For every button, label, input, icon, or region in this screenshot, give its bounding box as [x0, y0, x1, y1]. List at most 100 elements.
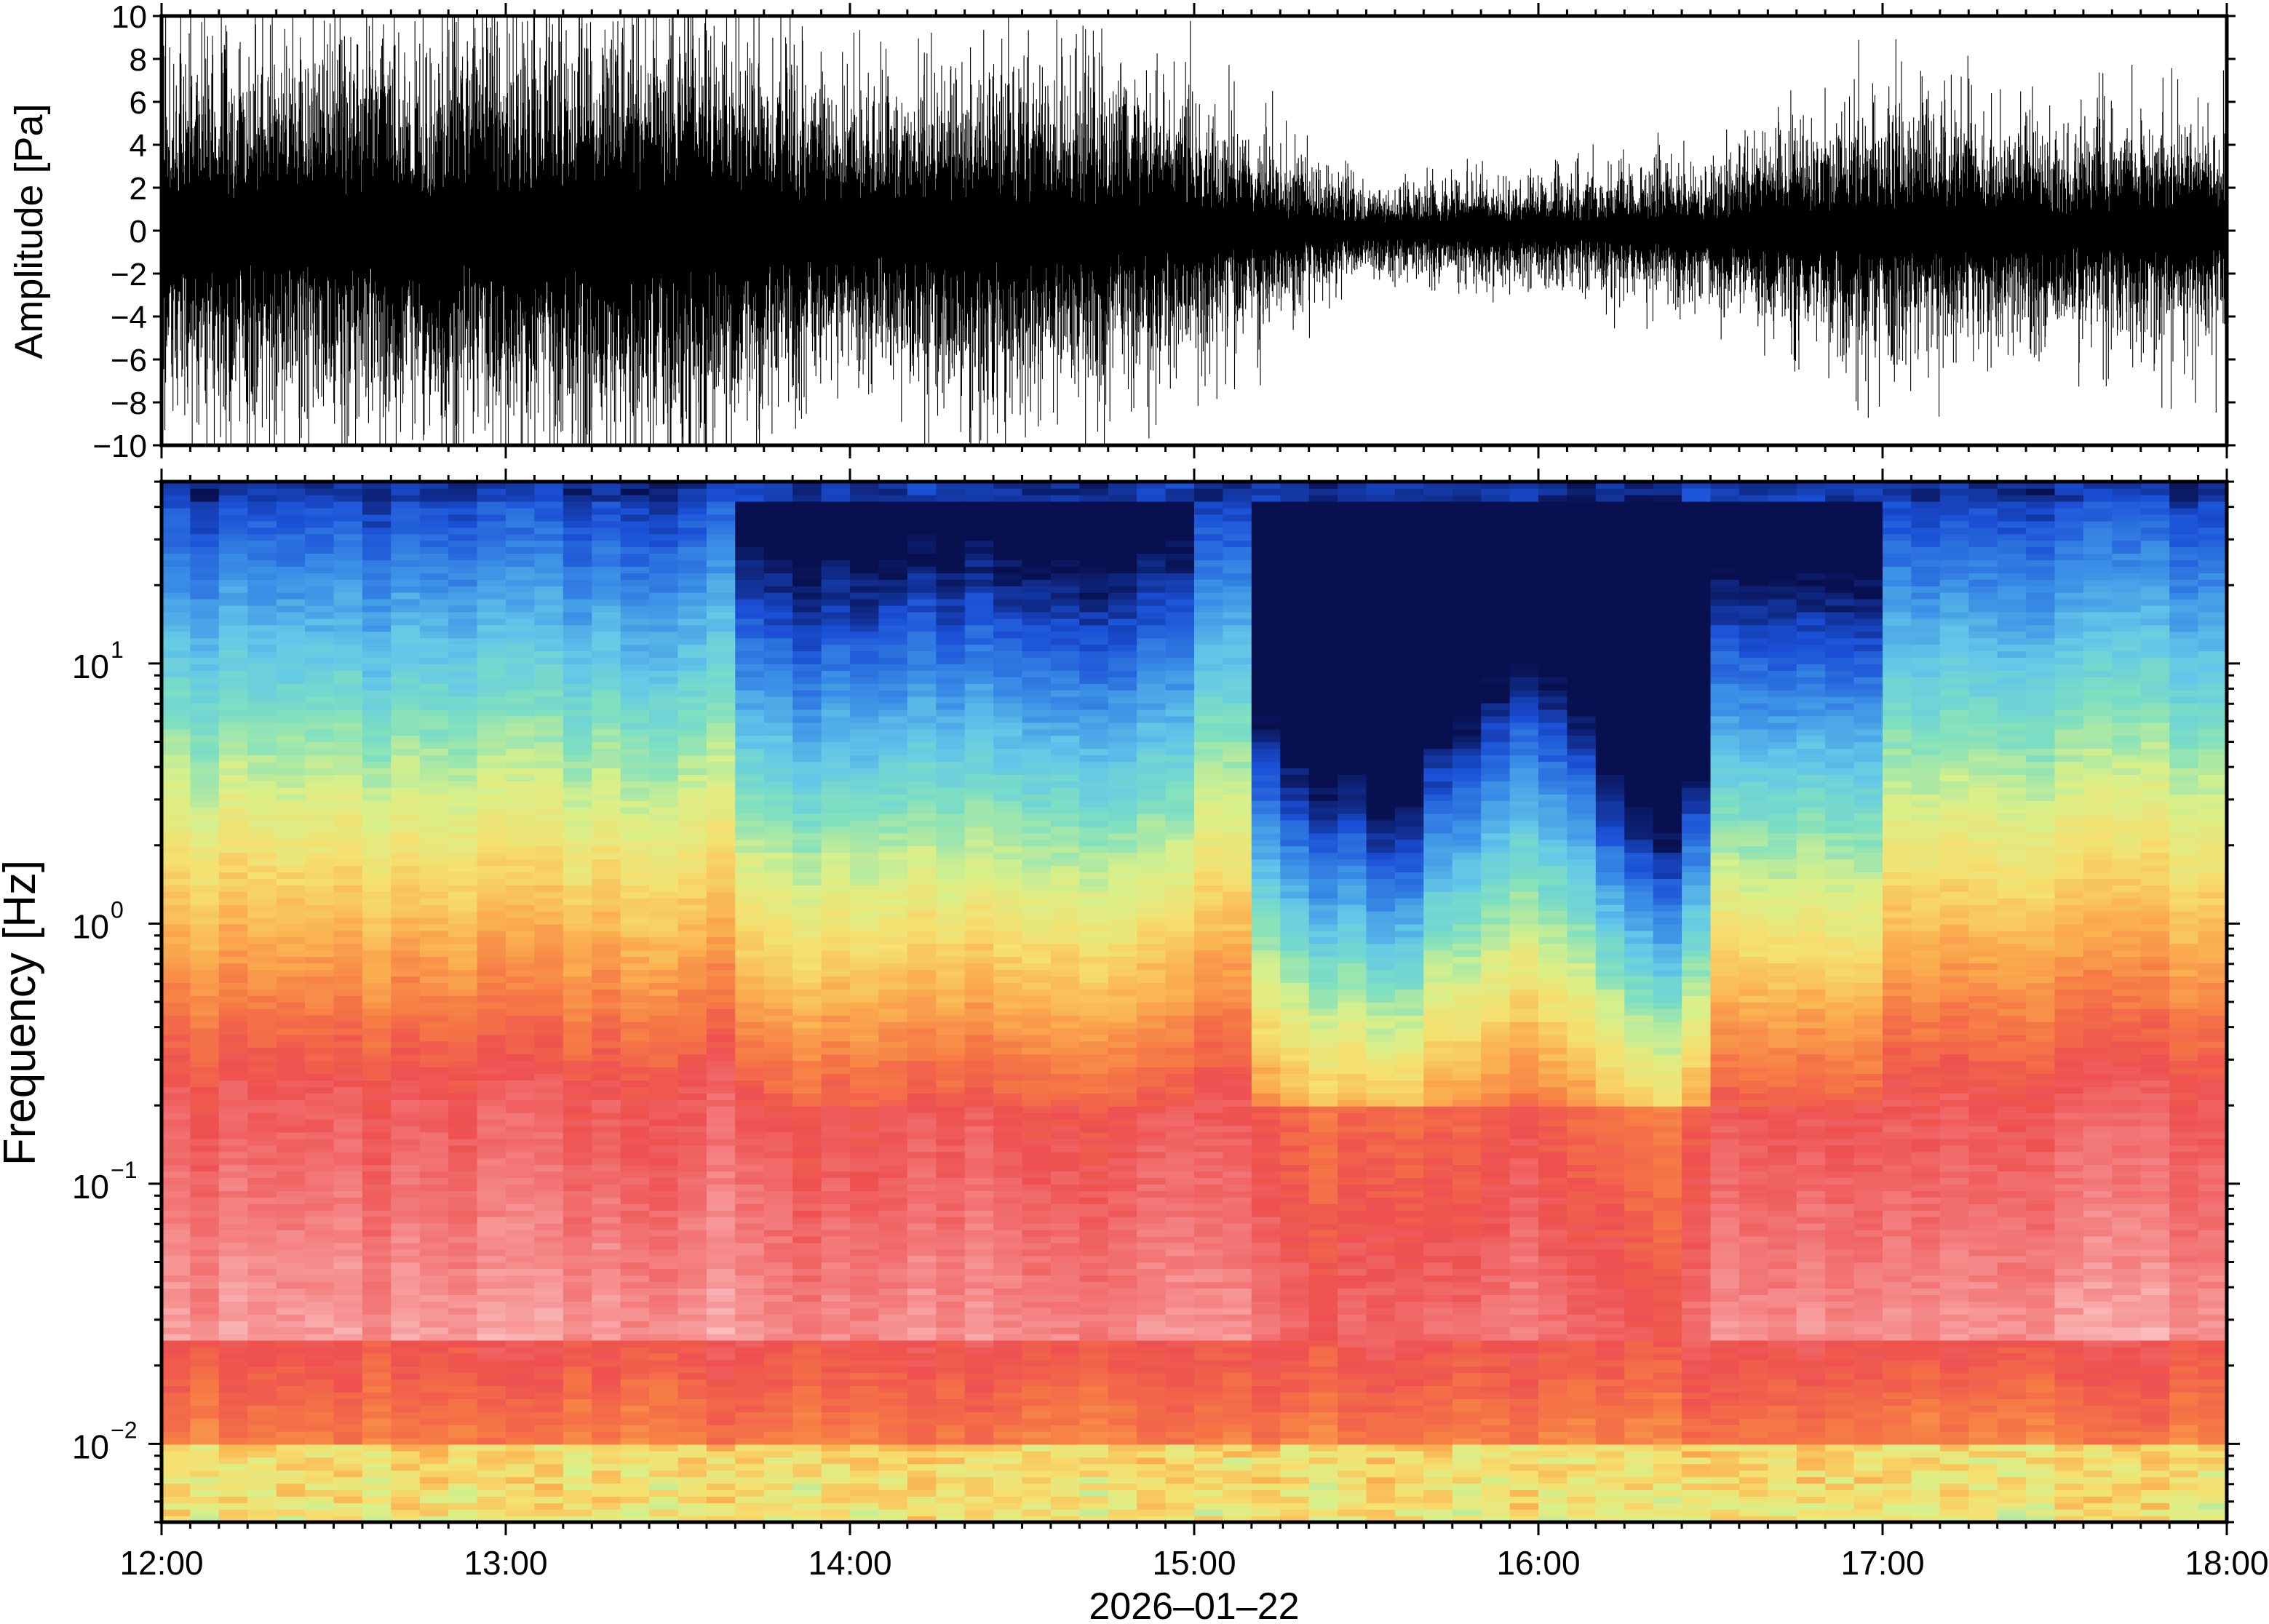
- spectrogram-cell: [907, 917, 937, 925]
- spectrogram-cell: [706, 735, 736, 743]
- spectrogram-cell: [592, 650, 621, 658]
- spectrogram-cell: [506, 1359, 536, 1367]
- spectrogram-cell: [391, 982, 421, 990]
- spectrogram-cell: [649, 1307, 679, 1315]
- spectrogram-cell: [563, 1333, 592, 1341]
- spectrogram-cell: [448, 507, 478, 515]
- spectrogram-cell: [649, 1222, 679, 1230]
- spectrogram-cell: [821, 859, 851, 867]
- spectrogram-cell: [907, 1502, 937, 1510]
- spectrogram-cell: [391, 487, 421, 495]
- spectrogram-cell: [907, 573, 937, 580]
- spectrogram-cell: [735, 1145, 765, 1153]
- spectrogram-cell: [936, 644, 966, 652]
- spectrogram-cell: [706, 1118, 736, 1126]
- spectrogram-cell: [936, 650, 966, 658]
- spectrogram-cell: [677, 1268, 707, 1276]
- spectrogram-cell: [821, 936, 851, 944]
- spectrogram-cell: [506, 832, 536, 840]
- spectrogram-cell: [993, 618, 1023, 626]
- spectrogram-cell: [936, 664, 966, 671]
- spectrogram-cell: [763, 995, 793, 1003]
- spectrogram-cell: [592, 637, 621, 645]
- spectrogram-cell: [305, 852, 335, 860]
- spectrogram-cell: [850, 631, 880, 639]
- spectrogram-cell: [247, 715, 277, 723]
- spectrogram-cell: [362, 1268, 392, 1276]
- spectrogram-cell: [936, 982, 966, 990]
- spectrogram-cell: [850, 1470, 880, 1478]
- spectrogram-cell: [162, 982, 191, 990]
- spectrogram-cell: [162, 624, 191, 632]
- spectrogram-cell: [735, 1333, 765, 1341]
- spectrogram-cell: [534, 1151, 564, 1159]
- spectrogram-cell: [763, 1424, 793, 1432]
- spectrogram-cell: [305, 859, 335, 867]
- spectrogram-cell: [878, 1145, 908, 1153]
- spectrogram-cell: [878, 1080, 908, 1087]
- spectrogram-cell: [506, 1054, 536, 1062]
- spectrogram-cell: [792, 819, 822, 827]
- spectrogram-cell: [305, 1255, 335, 1263]
- spectrogram-cell: [735, 1346, 765, 1354]
- spectrogram-cell: [276, 631, 306, 639]
- spectrogram-cell: [333, 832, 363, 840]
- spectrogram-cell: [276, 885, 306, 892]
- spectrogram-cell: [190, 487, 220, 495]
- spectrogram-cell: [247, 1346, 277, 1354]
- spectrogram-cell: [247, 573, 277, 580]
- spectrogram-cell: [218, 637, 248, 645]
- spectrogram-cell: [247, 631, 277, 639]
- spectrogram-cell: [305, 1346, 335, 1354]
- spectrogram-cell: [592, 1379, 621, 1387]
- spectrogram-cell: [218, 482, 248, 489]
- spectrogram-cell: [706, 566, 736, 573]
- spectrogram-cell: [162, 1268, 191, 1276]
- spectrogram-cell: [506, 1002, 536, 1009]
- spectrogram-cell: [907, 1444, 937, 1452]
- spectrogram-cell: [792, 1385, 822, 1393]
- spectrogram-cell: [218, 806, 248, 814]
- spectrogram-cell: [878, 1301, 908, 1308]
- spectrogram-cell: [419, 1457, 449, 1465]
- spectrogram-cell: [792, 1222, 822, 1230]
- spectrogram-cell: [190, 1067, 220, 1075]
- spectrogram-cell: [477, 1060, 506, 1068]
- spectrogram-cell: [850, 943, 880, 951]
- spectrogram-cell: [592, 781, 621, 788]
- spectrogram-cell: [936, 943, 966, 951]
- spectrogram-cell: [534, 930, 564, 938]
- spectrogram-cell: [907, 722, 937, 730]
- spectrogram-cell: [677, 598, 707, 606]
- spectrogram-cell: [305, 1060, 335, 1068]
- spectrogram-cell: [907, 1073, 937, 1080]
- spectrogram-cell: [850, 1326, 880, 1334]
- spectrogram-cell: [333, 1151, 363, 1159]
- spectrogram-cell: [677, 930, 707, 938]
- spectrogram-cell: [706, 755, 736, 763]
- spectrogram-cell: [448, 1112, 478, 1120]
- spectrogram-cell: [391, 832, 421, 840]
- spectrogram-cell: [506, 540, 536, 548]
- spectrogram-cell: [162, 598, 191, 606]
- spectrogram-cell: [907, 956, 937, 964]
- spectrogram-cell: [419, 579, 449, 586]
- spectrogram-cell: [448, 832, 478, 840]
- spectrogram-cell: [821, 1405, 851, 1412]
- spectrogram-cell: [506, 963, 536, 971]
- spectrogram-cell: [190, 832, 220, 840]
- spectrogram-cell: [850, 1489, 880, 1497]
- spectrogram-cell: [706, 1093, 736, 1100]
- spectrogram-cell: [993, 1463, 1023, 1471]
- spectrogram-cell: [850, 1047, 880, 1055]
- spectrogram-cell: [763, 546, 793, 554]
- spectrogram-cell: [735, 1379, 765, 1387]
- spectrogram-cell: [592, 683, 621, 690]
- spectrogram-cell: [821, 1177, 851, 1185]
- spectrogram-cell: [362, 963, 392, 971]
- spectrogram-cell: [620, 1301, 650, 1308]
- spectrogram-cell: [821, 696, 851, 704]
- spectrogram-cell: [190, 598, 220, 606]
- spectrogram-cell: [735, 1457, 765, 1465]
- spectrogram-cell: [218, 1060, 248, 1068]
